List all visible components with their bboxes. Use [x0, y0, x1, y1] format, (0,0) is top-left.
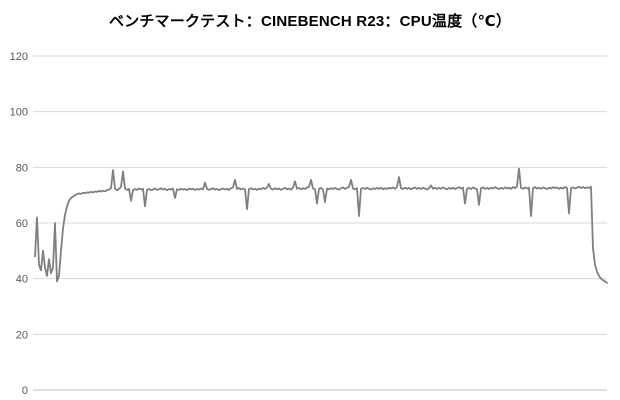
- y-axis-tick-label: 0: [22, 385, 28, 397]
- y-axis-tick-label: 20: [16, 329, 28, 341]
- y-axis-tick-label: 40: [16, 274, 28, 286]
- y-axis-tick-label: 60: [16, 218, 28, 230]
- y-axis-tick-label: 120: [10, 51, 28, 63]
- temperature-series-line: [34, 167, 608, 284]
- y-axis-tick-label: 100: [10, 107, 28, 119]
- chart-title: ベンチマークテスト：CINEBENCH R23：CPU温度（℃）: [108, 13, 512, 30]
- y-axis-tick-label: 80: [16, 162, 28, 174]
